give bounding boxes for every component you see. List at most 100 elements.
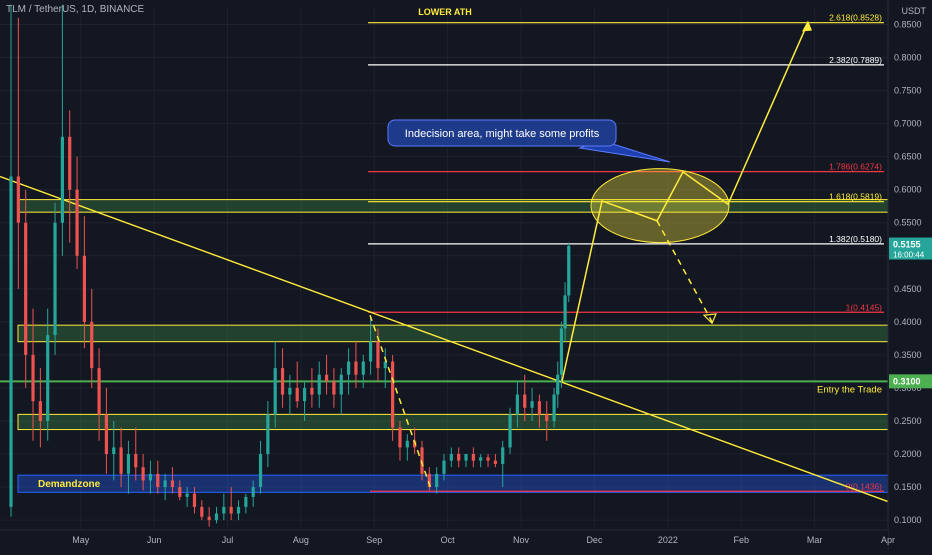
date-tick-label: Aug xyxy=(293,535,309,545)
callout-box xyxy=(387,119,617,147)
candle-body xyxy=(435,473,439,488)
projection-path xyxy=(561,22,809,382)
candle-body xyxy=(361,361,365,375)
demand-zone xyxy=(17,474,889,493)
price-tick-label: 0.7000 xyxy=(894,119,922,129)
last-price-value: 0.5155 xyxy=(893,240,921,250)
candle-body xyxy=(332,381,336,395)
candle-body xyxy=(295,387,299,402)
candle-body xyxy=(464,454,468,461)
candle-body xyxy=(163,480,167,488)
fib-level-label: 1.618(0.5819) xyxy=(829,192,882,202)
candle-body xyxy=(38,401,42,421)
candle-body xyxy=(457,454,461,461)
candle-body xyxy=(126,454,131,474)
price-tick-label: 0.6000 xyxy=(894,185,922,195)
candle-body xyxy=(442,460,446,474)
fib-level-label: 1(0.4145) xyxy=(846,302,883,312)
date-axis xyxy=(0,530,888,550)
candle-body xyxy=(420,447,424,474)
price-tick-label: 0.4000 xyxy=(894,317,922,327)
candle-body xyxy=(339,374,343,395)
date-tick-label: Jul xyxy=(222,535,234,545)
candle-body xyxy=(251,487,255,497)
date-tick-label: Feb xyxy=(733,535,749,545)
candle-body xyxy=(244,496,248,507)
candle-body xyxy=(236,506,241,514)
last-price-tag xyxy=(889,237,932,260)
candle-body xyxy=(75,189,79,256)
candle-body xyxy=(537,401,542,415)
callout-text: Indecision area, might take some profits xyxy=(405,128,600,140)
candle-body xyxy=(104,414,109,455)
date-tick-label: Mar xyxy=(807,535,823,545)
candle-body xyxy=(302,387,307,402)
date-tick-label: Jun xyxy=(147,535,162,545)
price-tick-label: 0.4500 xyxy=(894,284,922,294)
entry-price-tag xyxy=(889,374,932,389)
candle-body xyxy=(471,454,475,461)
candle-body xyxy=(200,506,204,517)
price-tick-label: 0.8500 xyxy=(894,20,922,30)
alt-projection-line xyxy=(656,220,713,323)
candle-body xyxy=(530,401,534,408)
candle-body xyxy=(288,387,292,395)
fib-level-label: 1.382(0.5180) xyxy=(829,234,882,244)
indecision-area xyxy=(590,168,730,244)
candle-body xyxy=(354,361,358,375)
candle-body xyxy=(427,473,431,488)
price-tick-label: 0.7500 xyxy=(894,86,922,96)
symbol-title: TLM / TetherUS, 1D, BINANCE xyxy=(6,4,145,15)
candle-body xyxy=(391,361,395,428)
candle-body xyxy=(134,454,138,468)
date-tick-label: Sep xyxy=(366,535,382,545)
date-tick-label: Nov xyxy=(513,535,530,545)
candle-body xyxy=(266,414,270,455)
candle-body xyxy=(346,361,351,375)
price-tick-label: 0.5500 xyxy=(894,218,922,228)
candle-body xyxy=(46,335,50,421)
candle-body xyxy=(493,460,497,464)
candle-body xyxy=(53,222,57,336)
candle-body xyxy=(280,368,285,395)
candle-body xyxy=(82,255,86,322)
candle-body xyxy=(214,513,219,521)
candle-body xyxy=(449,454,453,461)
price-tick-label: 0.1000 xyxy=(894,515,922,525)
candle-body xyxy=(185,493,189,497)
price-tick-label: 0.1500 xyxy=(894,482,922,492)
descending-trendline xyxy=(0,175,889,503)
date-tick-label: Apr xyxy=(881,535,895,545)
candle-body xyxy=(16,176,20,223)
candle-body xyxy=(258,454,263,488)
candle-body xyxy=(229,506,233,514)
candle-body xyxy=(552,394,556,421)
candle-body xyxy=(273,368,277,415)
candle-body xyxy=(405,440,409,448)
candle-body xyxy=(324,374,329,382)
candle-body xyxy=(192,493,197,507)
price-tick-label: 0.3500 xyxy=(894,350,922,360)
support-resistance-zone xyxy=(17,324,889,343)
candle-body xyxy=(563,295,567,329)
candle-body xyxy=(170,480,175,488)
candle-body xyxy=(9,176,13,507)
candle-body xyxy=(90,321,94,369)
support-resistance-zone xyxy=(17,413,889,431)
candle-body xyxy=(383,361,387,369)
price-tick-label: 0.2500 xyxy=(894,416,922,426)
candle-body xyxy=(60,136,64,223)
candle-body xyxy=(567,245,571,296)
price-axis xyxy=(888,0,932,550)
candle-body xyxy=(148,473,153,481)
candle-body xyxy=(398,427,402,448)
entry-price-value: 0.3100 xyxy=(893,376,921,386)
candle-body xyxy=(207,516,211,521)
candle-body xyxy=(479,457,483,461)
candle-body xyxy=(376,341,380,369)
projection-arrowhead xyxy=(802,20,812,32)
candle-body xyxy=(545,414,549,421)
